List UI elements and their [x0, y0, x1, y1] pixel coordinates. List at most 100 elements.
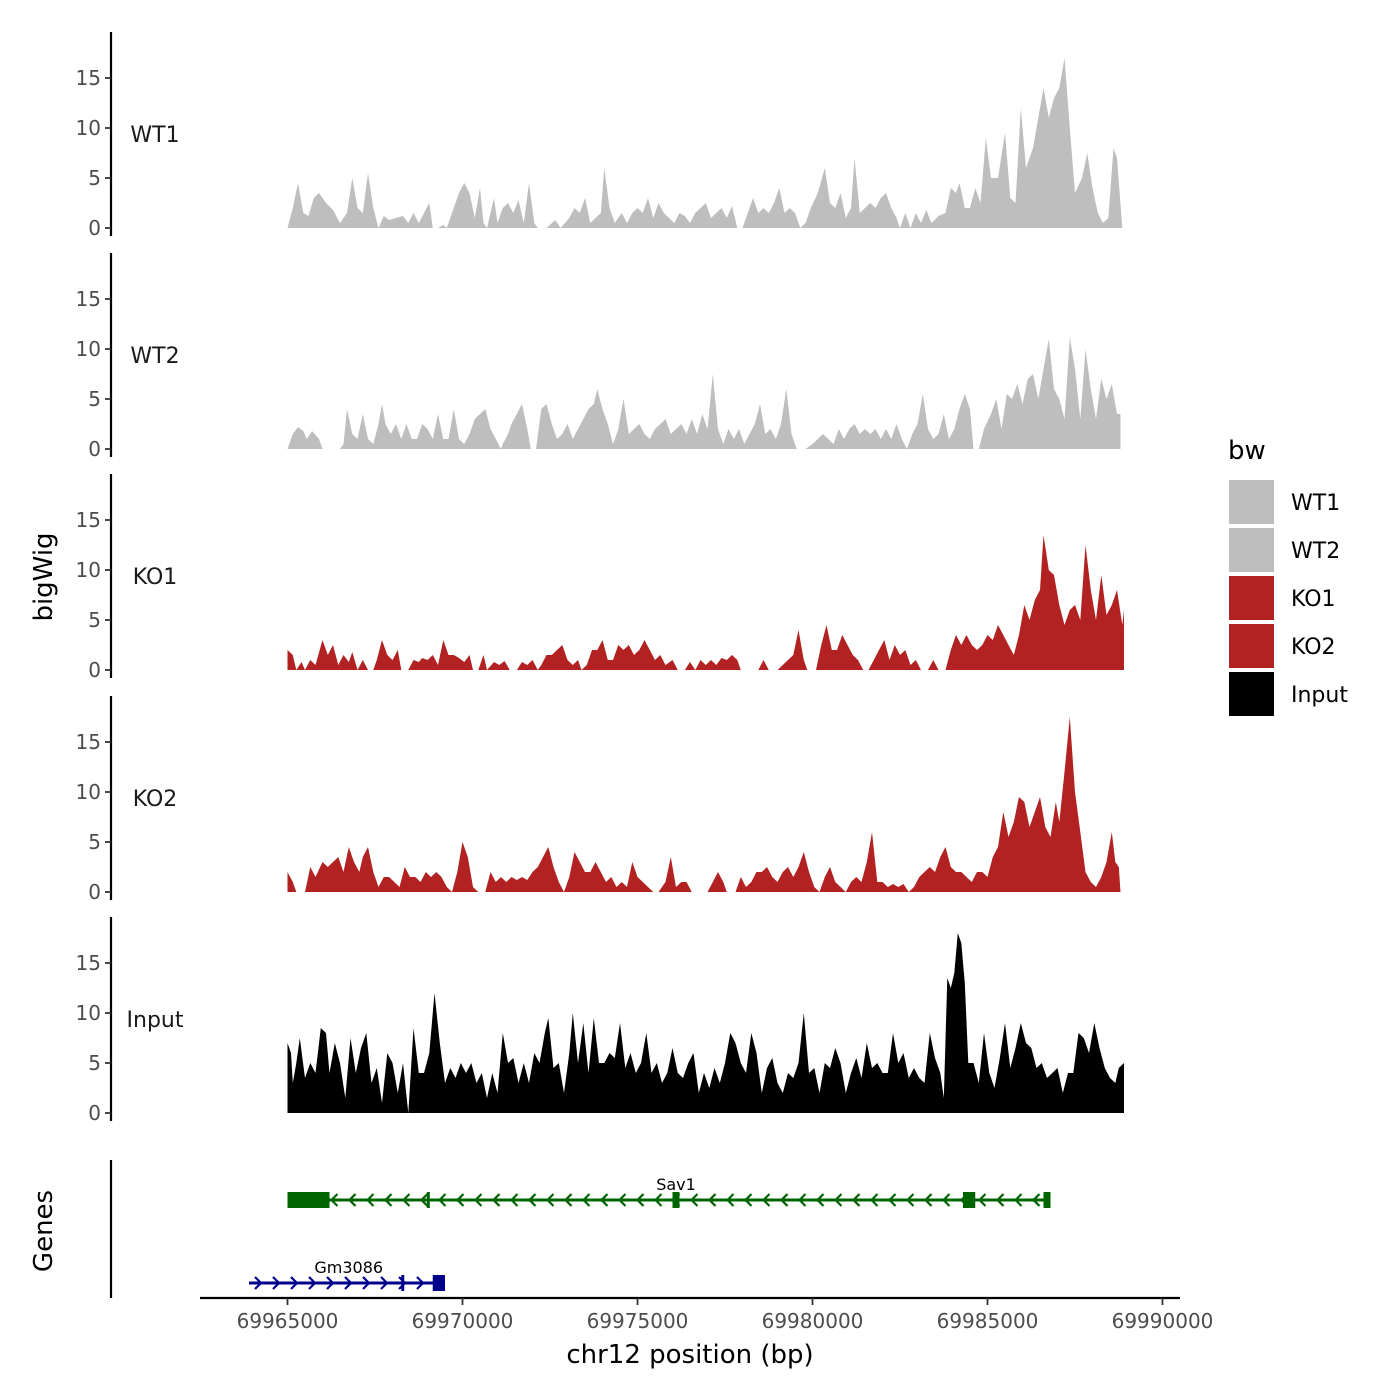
area-wt1	[287, 58, 1123, 228]
strand-arrow	[689, 1193, 699, 1207]
x-axis-title: chr12 position (bp)	[566, 1340, 813, 1370]
strand-arrow	[473, 1193, 483, 1207]
strand-arrow	[509, 1193, 519, 1207]
strand-arrow	[491, 1193, 501, 1207]
strand-arrow	[416, 1276, 425, 1290]
strand-arrow	[383, 1193, 393, 1207]
legend-key-ko2	[1229, 624, 1274, 668]
gene-exon	[432, 1275, 445, 1291]
gene-exon	[287, 1192, 330, 1208]
legend-title: bw	[1228, 436, 1266, 466]
strand-arrow	[995, 1193, 1005, 1207]
legend-key-wt2	[1229, 528, 1274, 572]
strand-arrow	[1031, 1193, 1041, 1207]
y-tick-label: 0	[88, 437, 101, 461]
y-tick-label: 15	[76, 66, 101, 90]
y-tick-label: 15	[76, 508, 101, 532]
legend-key-input	[1229, 672, 1274, 716]
strand-arrow	[653, 1193, 663, 1207]
y-tick-label: 10	[76, 337, 101, 361]
strand-arrow	[419, 1193, 429, 1207]
area-ko1	[287, 535, 1124, 670]
gene-exon	[426, 1192, 430, 1208]
y-tick-label: 0	[88, 880, 101, 904]
genes-panel-title: Genes	[29, 1190, 59, 1272]
x-tick-label: 69975000	[587, 1309, 689, 1333]
y-tick-label: 0	[88, 1101, 101, 1125]
strand-arrow	[797, 1193, 807, 1207]
y-tick-label: 15	[76, 730, 101, 754]
y-tick-label: 15	[76, 951, 101, 975]
y-tick-label: 5	[88, 830, 101, 854]
legend-key-wt1	[1229, 480, 1274, 524]
strand-arrow	[308, 1276, 317, 1290]
strand-arrow	[527, 1193, 537, 1207]
track-wt1: 0 5 10 15 WT1	[76, 32, 1123, 240]
strand-arrow	[398, 1276, 407, 1290]
strand-arrow	[455, 1193, 465, 1207]
y-tick-label: 0	[88, 216, 101, 240]
strand-arrow	[725, 1193, 735, 1207]
strand-arrow	[617, 1193, 627, 1207]
strand-arrow	[545, 1193, 555, 1207]
track-label: WT1	[130, 123, 179, 148]
strand-arrow	[851, 1193, 861, 1207]
area-ko2	[287, 717, 1121, 892]
strand-arrow	[779, 1193, 789, 1207]
strand-arrow	[977, 1193, 987, 1207]
strand-arrow	[761, 1193, 771, 1207]
strand-arrow	[272, 1276, 281, 1290]
strand-arrow	[401, 1193, 411, 1207]
track-wt2: 0 5 10 15 WT2	[76, 253, 1121, 461]
strand-arrow	[362, 1276, 371, 1290]
legend: bw WT1 WT2 KO1 KO2 Input	[1228, 436, 1348, 716]
genes-panel: Gm3086 Sav1	[109, 1160, 1051, 1298]
y-tick-label: 5	[88, 1051, 101, 1075]
y-tick-label: 15	[76, 287, 101, 311]
gene-exon	[963, 1192, 976, 1208]
legend-key-ko1	[1229, 576, 1274, 620]
strand-arrow	[941, 1193, 951, 1207]
strand-arrow	[380, 1276, 389, 1290]
strand-arrow	[743, 1193, 753, 1207]
gene-label: Gm3086	[314, 1258, 383, 1277]
area-input	[287, 933, 1124, 1113]
y-tick-label: 0	[88, 658, 101, 682]
strand-arrow	[329, 1193, 339, 1207]
strand-arrow	[365, 1193, 375, 1207]
track-label: Input	[127, 1008, 184, 1033]
strand-arrow	[1013, 1193, 1023, 1207]
strand-arrow	[869, 1193, 879, 1207]
y-tick-label: 10	[76, 1001, 101, 1025]
x-tick-label: 69965000	[237, 1309, 339, 1333]
bigwig-tracks: 0 5 10 15 WT1 0 5 10 15 WT2 0 5 10 15 KO1 0 5 10 15 KO2 0 5 10…	[76, 32, 1124, 1125]
strand-arrow	[815, 1193, 825, 1207]
gene-gm3086: Gm3086	[249, 1258, 445, 1291]
legend-label: WT2	[1291, 539, 1340, 564]
gene-exon	[672, 1192, 680, 1208]
strand-arrow	[887, 1193, 897, 1207]
strand-arrow	[347, 1193, 357, 1207]
y-tick-label: 5	[88, 166, 101, 190]
strand-arrow	[635, 1193, 645, 1207]
y-tick-label: 10	[76, 116, 101, 140]
track-ko2: 0 5 10 15 KO2	[76, 696, 1121, 904]
strand-arrow	[344, 1276, 353, 1290]
track-ko1: 0 5 10 15 KO1	[76, 474, 1124, 682]
y-tick-label: 5	[88, 608, 101, 632]
strand-arrow	[905, 1193, 915, 1207]
x-tick-label: 69990000	[1112, 1309, 1214, 1333]
legend-label: Input	[1291, 683, 1348, 708]
strand-arrow	[707, 1193, 717, 1207]
x-tick-label: 69985000	[937, 1309, 1039, 1333]
legend-label: WT1	[1291, 491, 1340, 516]
legend-label: KO2	[1291, 635, 1336, 660]
gene-label: Sav1	[656, 1175, 696, 1194]
strand-arrow	[290, 1276, 299, 1290]
strand-arrow	[833, 1193, 843, 1207]
gene-exon	[401, 1275, 405, 1291]
x-axis: 69965000 69970000 69975000 69980000 69985000…	[200, 1296, 1214, 1333]
gene-exon	[1043, 1192, 1051, 1208]
y-tick-label: 5	[88, 387, 101, 411]
